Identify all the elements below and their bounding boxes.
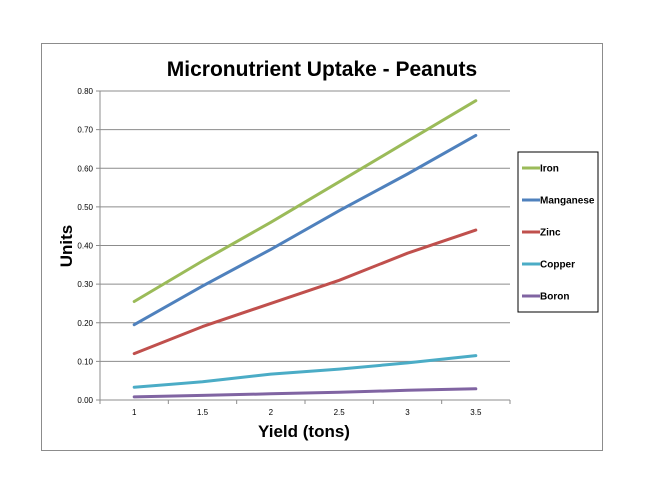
y-tick-label: 0.00 xyxy=(77,396,93,405)
y-tick-label: 0.30 xyxy=(77,280,93,289)
x-tick-label: 2 xyxy=(269,408,274,417)
chart-title: Micronutrient Uptake - Peanuts xyxy=(167,58,477,81)
series-line-manganese xyxy=(132,133,478,327)
x-tick-label: 3 xyxy=(405,408,410,417)
y-tick-label: 0.60 xyxy=(77,164,93,173)
chart-frame: Micronutrient Uptake - Peanuts 0.00 0.10 0… xyxy=(41,43,603,451)
legend: Iron Manganese Zinc Copper Boron xyxy=(517,151,599,313)
legend-label: Zinc xyxy=(540,228,561,239)
y-tick-label: 0.70 xyxy=(77,126,93,135)
x-tick-label: 2.5 xyxy=(334,408,346,417)
series-line-iron xyxy=(132,99,478,303)
x-tick-label: 1 xyxy=(132,408,137,417)
y-tick-label: 0.10 xyxy=(77,357,93,366)
y-tick-label: 0.20 xyxy=(77,319,93,328)
axes: 0.00 0.10 0.20 0.30 0.40 0.50 0.60 0.70 0.80 1 1.5… xyxy=(77,87,511,417)
x-axis-title: Yield (tons) xyxy=(258,422,350,441)
x-tick-label: 3.5 xyxy=(470,408,482,417)
legend-label: Boron xyxy=(540,292,569,303)
y-axis-title: Units xyxy=(57,225,76,268)
series-lines xyxy=(132,99,478,399)
y-tick-label: 0.50 xyxy=(77,203,93,212)
series-line-zinc xyxy=(132,228,478,356)
series-line-boron xyxy=(132,387,478,399)
gridlines xyxy=(100,90,510,362)
legend-label: Iron xyxy=(540,164,559,175)
x-tick-label: 1.5 xyxy=(197,408,209,417)
y-tick-label: 0.40 xyxy=(77,242,93,251)
legend-label: Copper xyxy=(540,260,575,271)
series-line-copper xyxy=(132,354,478,389)
legend-label: Manganese xyxy=(540,196,595,207)
y-tick-label: 0.80 xyxy=(77,87,93,96)
line-chart: Micronutrient Uptake - Peanuts 0.000.100… xyxy=(57,58,599,441)
